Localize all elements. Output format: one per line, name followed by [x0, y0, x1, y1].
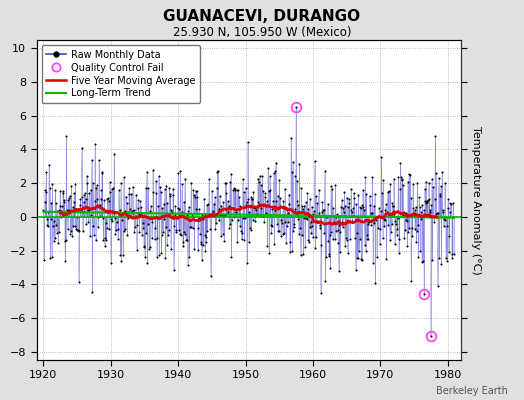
Text: GUANACEVI, DURANGO: GUANACEVI, DURANGO — [163, 9, 361, 24]
Text: Berkeley Earth: Berkeley Earth — [436, 386, 508, 396]
Y-axis label: Temperature Anomaly (°C): Temperature Anomaly (°C) — [471, 126, 481, 274]
Legend: Raw Monthly Data, Quality Control Fail, Five Year Moving Average, Long-Term Tren: Raw Monthly Data, Quality Control Fail, … — [41, 45, 200, 103]
Text: 25.930 N, 105.950 W (Mexico): 25.930 N, 105.950 W (Mexico) — [173, 26, 351, 39]
